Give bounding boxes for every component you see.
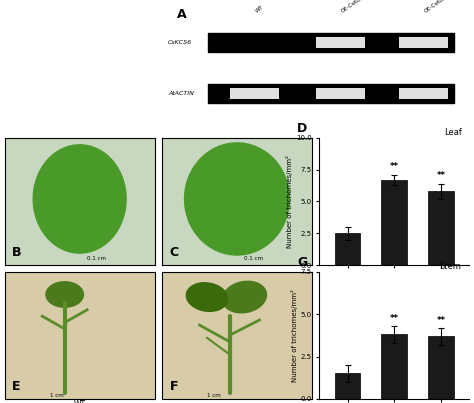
FancyBboxPatch shape xyxy=(208,33,454,52)
Text: **: ** xyxy=(390,162,399,171)
Ellipse shape xyxy=(222,281,266,313)
Text: Leaf: Leaf xyxy=(444,128,462,137)
Text: D: D xyxy=(297,122,307,135)
Text: **: ** xyxy=(437,171,446,180)
Text: F: F xyxy=(170,380,178,393)
Y-axis label: Number of trichomes/mm²: Number of trichomes/mm² xyxy=(291,289,298,382)
Text: B: B xyxy=(12,246,22,259)
Bar xyxy=(428,191,454,265)
Text: AtACTIN: AtACTIN xyxy=(168,91,194,96)
Text: WT: WT xyxy=(254,5,264,14)
Text: WT: WT xyxy=(73,400,86,403)
FancyBboxPatch shape xyxy=(230,88,279,99)
Ellipse shape xyxy=(46,282,83,307)
Text: 0.1 cm: 0.1 cm xyxy=(87,256,106,262)
Y-axis label: Number of trichomes/mm²: Number of trichomes/mm² xyxy=(286,155,293,248)
FancyBboxPatch shape xyxy=(316,37,365,48)
Bar xyxy=(335,233,360,265)
Text: 1 cm: 1 cm xyxy=(50,393,64,398)
Text: E: E xyxy=(12,380,21,393)
FancyBboxPatch shape xyxy=(399,37,448,48)
Text: G: G xyxy=(297,256,307,269)
Ellipse shape xyxy=(184,143,290,255)
FancyBboxPatch shape xyxy=(399,88,448,99)
Text: **: ** xyxy=(390,314,399,323)
Ellipse shape xyxy=(186,283,228,312)
Text: **: ** xyxy=(437,316,446,325)
Ellipse shape xyxy=(33,145,126,253)
Text: A: A xyxy=(177,8,187,21)
Text: 0.1 cm: 0.1 cm xyxy=(245,256,264,262)
Bar xyxy=(428,336,454,399)
Bar xyxy=(335,374,360,399)
Text: C: C xyxy=(170,246,179,259)
Bar xyxy=(382,334,407,399)
FancyBboxPatch shape xyxy=(208,84,454,103)
FancyBboxPatch shape xyxy=(316,88,365,99)
Text: CsKCS6: CsKCS6 xyxy=(168,40,192,45)
Bar xyxy=(382,180,407,265)
Text: OE-CsKCS6-1: OE-CsKCS6-1 xyxy=(340,0,373,14)
Text: 1 cm: 1 cm xyxy=(207,393,221,398)
Text: OE-CsKCS6-2: OE-CsKCS6-2 xyxy=(423,0,456,14)
Text: Stem: Stem xyxy=(440,262,462,271)
